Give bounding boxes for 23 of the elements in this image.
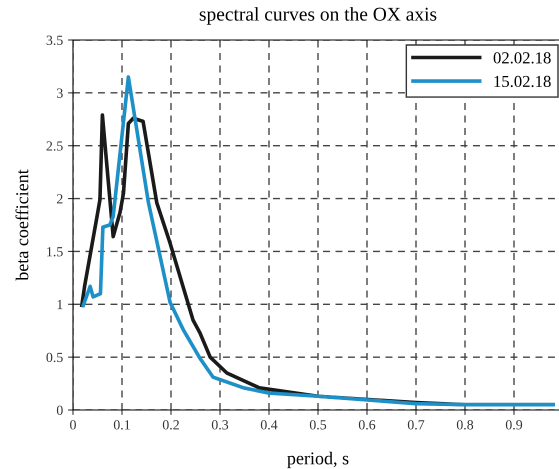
x-tick-label: 0.9: [506, 420, 522, 430]
x-tick-label: 0.8: [456, 420, 474, 430]
y-tick-label: 2.5: [46, 141, 63, 151]
y-axis-title: beta coefficient: [15, 169, 28, 281]
x-tick-label: 0.2: [162, 420, 179, 430]
x-tick-label: 0.4: [260, 420, 278, 430]
x-tick-label: 0: [70, 420, 76, 430]
y-tick-label: 2: [56, 194, 63, 204]
x-tick-label: 0.1: [114, 420, 130, 430]
x-tick-label: 0.3: [212, 420, 228, 430]
chart-title: spectral curves on the OX axis: [200, 7, 436, 25]
y-tick-label: 1: [58, 300, 62, 310]
y-tick-label: 1.5: [47, 247, 63, 256]
x-tick-label: 0.6: [358, 420, 376, 430]
legend-label: 02.02.18: [494, 52, 551, 64]
y-tick-label: 3: [56, 88, 63, 98]
y-tick-label: 0.5: [46, 352, 63, 362]
y-tick-label: 0: [56, 406, 63, 415]
y-tick-label: 3.5: [46, 36, 63, 46]
x-tick-label: 0.7: [408, 420, 424, 430]
x-tick-label: 0.5: [310, 420, 326, 430]
x-axis-title: period, s: [287, 452, 348, 468]
legend-label: 15.02.18: [494, 76, 551, 88]
